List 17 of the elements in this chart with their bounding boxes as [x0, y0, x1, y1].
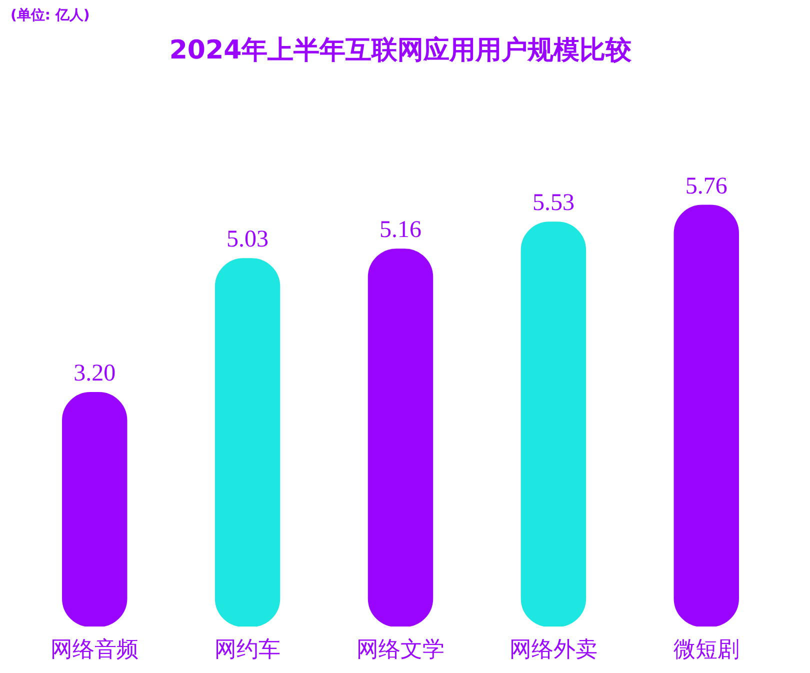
x-tick-label: 网络音频: [50, 638, 139, 662]
bar: [520, 222, 586, 626]
x-tick-label: 网络文学: [356, 638, 444, 662]
x-tick-label: 网络外卖: [509, 638, 598, 662]
data-label: 5.76: [685, 173, 728, 200]
data-label: 3.20: [74, 360, 116, 386]
data-label: 5.03: [226, 226, 269, 253]
bar: [674, 204, 739, 626]
text: (单位: 亿人): [10, 8, 90, 24]
x-tick-label: 微短剧: [673, 638, 740, 662]
bar: [62, 392, 128, 626]
bar: [214, 258, 280, 626]
data-label: 5.16: [380, 217, 422, 244]
x-tick-label: 网约车: [214, 638, 281, 662]
data-label: 5.53: [532, 190, 574, 216]
chart-title: 2024年上半年互联网应用用户规模比较: [169, 36, 633, 66]
bar: [368, 248, 434, 626]
